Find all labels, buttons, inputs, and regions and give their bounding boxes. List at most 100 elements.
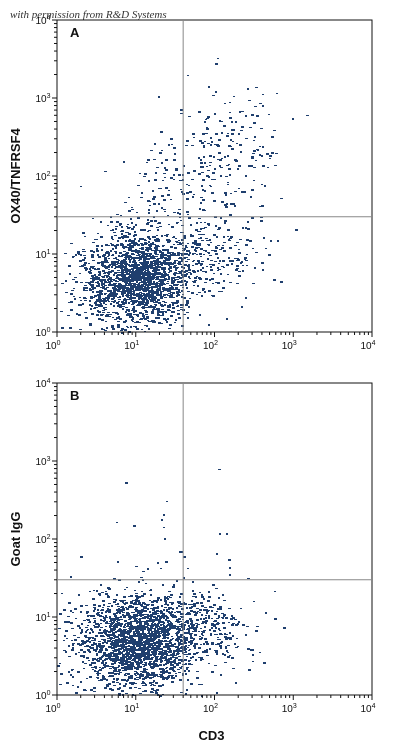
event-point [100,305,103,307]
event-point [252,661,254,662]
event-point [212,172,215,174]
event-point [168,293,170,294]
event-point [191,626,194,627]
event-point [242,270,244,272]
event-point [144,284,146,285]
event-point [206,643,209,645]
event-point [190,224,192,226]
event-point [202,621,205,623]
event-point [213,234,216,236]
event-point [170,664,172,666]
event-point [224,103,226,104]
event-point [112,672,114,674]
event-point [141,633,143,634]
event-point [78,652,80,653]
event-point [145,277,148,279]
event-point [85,637,88,638]
event-point [147,568,149,570]
event-point [183,636,185,638]
event-point [149,629,152,631]
event-point [157,641,160,643]
event-point [213,621,216,622]
event-point [125,693,128,694]
event-point [204,282,207,283]
event-point [185,283,187,285]
event-point [125,263,128,265]
event-point [132,600,135,601]
event-point [103,652,106,654]
event-point [180,189,182,190]
event-point [153,634,155,635]
event-point [74,298,76,300]
event-point [177,310,180,311]
event-point [125,320,127,322]
event-point [159,619,161,621]
event-point [150,661,152,662]
event-point [161,323,163,324]
event-point [200,228,202,230]
event-point [195,612,198,614]
event-point [228,164,230,165]
event-point [214,144,216,145]
event-point [174,265,177,266]
event-point [123,321,126,323]
event-point [206,128,209,130]
event-point [197,624,199,625]
event-point [171,302,174,303]
event-point [168,252,171,254]
event-point [140,647,143,648]
event-point [132,621,135,622]
event-point [149,299,151,300]
event-point [195,596,197,598]
event-point [154,220,157,222]
event-point [154,291,156,293]
event-point [181,232,184,233]
event-point [165,187,168,189]
event-point [105,321,107,322]
event-point [110,303,112,305]
event-point [96,659,98,660]
event-point [130,621,132,622]
event-point [131,683,134,685]
event-point [202,631,205,633]
event-point [122,260,125,262]
event-point [238,188,240,189]
event-point [154,283,157,284]
event-point [118,255,120,257]
event-point [101,662,104,664]
event-point [83,651,86,653]
event-point [229,247,232,249]
event-point [163,267,166,268]
event-point [204,227,207,228]
event-point [104,171,107,172]
event-point [187,172,190,174]
event-point [228,608,231,609]
event-point [178,261,181,263]
event-point [104,330,107,331]
event-point [128,258,130,260]
event-point [128,645,130,647]
event-point [101,314,104,315]
event-point [123,603,126,604]
event-point [100,679,103,681]
event-point [227,274,229,275]
event-point [198,262,200,264]
x-tick-label: 104 [360,703,375,715]
event-point [164,631,167,633]
event-point [59,684,62,685]
event-point [113,261,116,263]
event-point [144,272,146,274]
event-point [164,235,167,236]
plot-frame [56,382,373,696]
event-point [134,314,136,315]
event-point [143,276,145,278]
event-point [90,266,92,268]
event-point [166,677,169,679]
event-point [174,289,177,290]
event-point [237,258,239,259]
event-point [131,625,133,627]
event-point [214,261,217,262]
event-point [114,235,117,236]
event-point [104,687,107,689]
event-point [151,638,154,640]
